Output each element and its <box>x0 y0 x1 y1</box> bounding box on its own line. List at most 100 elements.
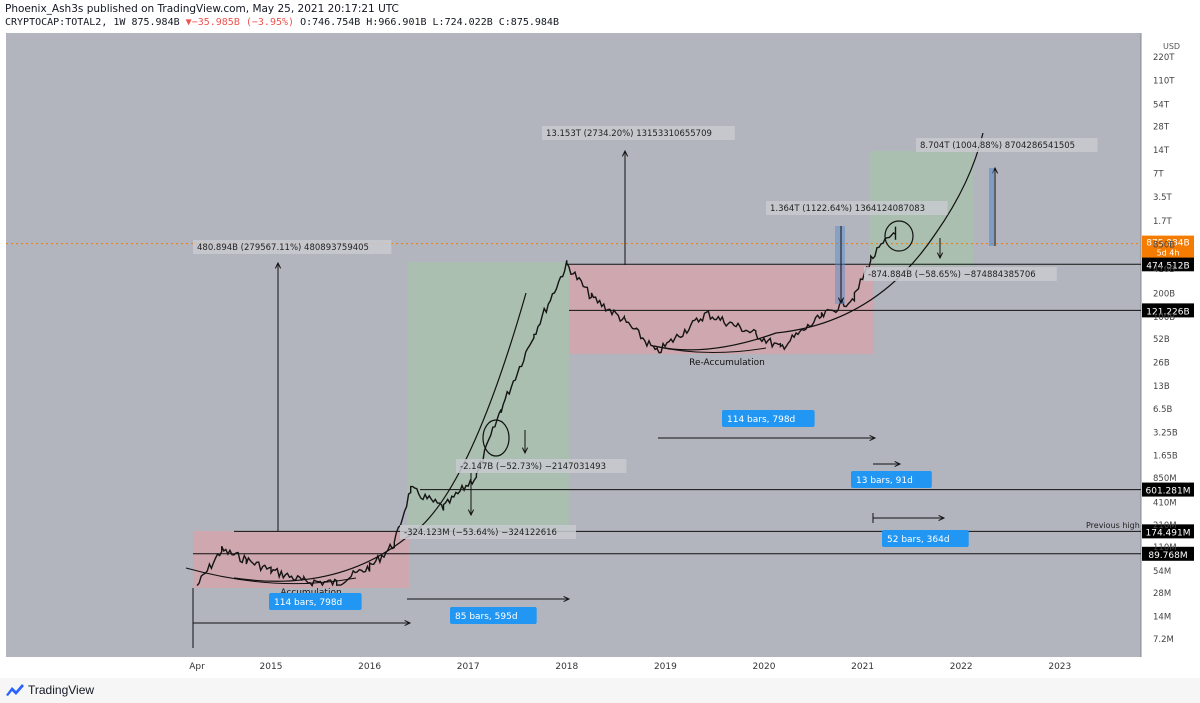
highlight-circle-2021 <box>884 220 914 252</box>
last-price-countdown: 5d 4h <box>1157 249 1180 258</box>
bar-count-tag <box>450 607 537 624</box>
level-174m-tag <box>1142 524 1194 539</box>
parabola-curve-2021 <box>653 132 984 351</box>
y-tick-label: 410B <box>1153 265 1175 275</box>
bar-count-label: 52 bars, 364d <box>887 535 950 545</box>
y-tick-label: 52B <box>1153 335 1170 345</box>
last-price-tag <box>1142 235 1194 258</box>
bar-count-label: 114 bars, 798d <box>727 415 795 425</box>
reaccumulation-arc <box>653 345 767 354</box>
x-tick-label: 2017 <box>457 662 480 672</box>
level-89m-label: 89.768M <box>1148 551 1187 561</box>
time-arrow-2-head <box>563 595 571 603</box>
annotation-480b-bg <box>193 240 392 254</box>
bar-count-label: 13 bars, 91d <box>856 476 913 486</box>
y-tick-label: 13B <box>1153 382 1170 392</box>
y-tick-label: 28T <box>1153 123 1170 133</box>
y-tick-label: 200B <box>1153 289 1175 299</box>
level-89m-tag <box>1142 546 1194 561</box>
x-tick-label: 2019 <box>654 662 677 672</box>
x-tick-label: 2015 <box>260 662 283 672</box>
bar-count-tag <box>851 471 932 488</box>
tradingview-logo[interactable]: TradingView <box>6 683 94 697</box>
annotation-drop-2017-bg <box>456 459 627 473</box>
level-474b-tag <box>1142 257 1194 272</box>
level-474b-label: 474.512B <box>1146 261 1189 271</box>
currency-label: USD <box>1163 42 1180 51</box>
y-tick-label: 14T <box>1153 146 1170 156</box>
y-tick-label: 7.2M <box>1153 635 1174 645</box>
y-tick-label: 14M <box>1153 613 1171 623</box>
previous-high-label: Previous high <box>1086 521 1140 530</box>
x-tick-label: 2023 <box>1048 662 1071 672</box>
highlight-circle-2017 <box>482 419 510 457</box>
measure-arrow-2014-head <box>274 261 282 269</box>
measure-bar-8704 <box>989 168 994 246</box>
time-arrow-5-head <box>938 514 946 522</box>
annotation-drop-2017: -2.147B (−52.73%) −2147031493 <box>460 462 606 472</box>
y-tick-label: 1.65B <box>1153 451 1178 461</box>
y-tick-label: 7T <box>1153 169 1164 179</box>
footer-bar <box>0 678 1200 703</box>
time-axis-background <box>6 657 1141 673</box>
y-tick-label: 210M <box>1153 521 1177 531</box>
reaccumulation-zone <box>569 265 874 354</box>
level-601m-tag <box>1142 482 1194 497</box>
x-tick-label: 2018 <box>555 662 578 672</box>
annotation-1364: 1.364T (1122.64%) 1364124087083 <box>770 204 925 214</box>
annotation-1364-bg <box>766 201 948 215</box>
y-tick-label: 100B <box>1153 313 1175 323</box>
symbol-label[interactable]: CRYPTOCAP:TOTAL2, 1W <box>5 17 126 28</box>
reaccumulation-label: Re-Accumulation <box>689 358 765 368</box>
brand-name: TradingView <box>28 683 95 697</box>
annotation-13t: 13.153T (2734.20%) 13153310655709 <box>546 129 712 139</box>
down-arrow-2021-head <box>936 252 944 260</box>
annotation-8t-bg <box>916 138 1098 152</box>
x-tick-label: 2016 <box>358 662 381 672</box>
level-174m-label: 174.491M <box>1146 528 1191 538</box>
y-tick-label: 850B <box>1153 241 1175 251</box>
annotation-480b: 480.894B (279567.11%) 480893759405 <box>197 243 369 253</box>
down-arrow-2017-head <box>521 447 529 455</box>
level-601m-label: 601.281M <box>1146 487 1191 497</box>
annotation-drop-2018-bg <box>864 267 1057 281</box>
price-value: 875.984B <box>131 17 180 28</box>
y-tick-label: 410M <box>1153 499 1177 509</box>
y-tick-label: 110M <box>1153 543 1177 553</box>
markup-zone-2017 <box>407 262 569 532</box>
down-arrow-2017b-head <box>467 509 475 517</box>
ohlc-values: O:746.754B H:966.901B L:724.022B C:875.9… <box>300 17 559 28</box>
y-tick-label: 1.7T <box>1153 217 1173 227</box>
price-chart[interactable]: 474.512B 121.226B 601.281M 174.491M 89.768M 8… <box>6 33 1195 673</box>
y-tick-label: 6.5B <box>1153 405 1173 415</box>
last-price-label: 875.984B <box>1146 239 1189 249</box>
x-tick-label: 2020 <box>753 662 776 672</box>
level-121b-label: 121.226B <box>1146 307 1189 317</box>
y-tick-label: 220T <box>1153 53 1175 63</box>
level-121b-tag <box>1142 303 1194 318</box>
bar-count-label: 114 bars, 798d <box>274 598 342 608</box>
x-tick-label: 2021 <box>851 662 874 672</box>
annotation-13t-bg <box>542 126 735 140</box>
price-axis-background <box>1141 33 1195 673</box>
annotation-drop-2016: -324.123M (−53.64%) −324122616 <box>404 528 557 538</box>
y-tick-label: 26B <box>1153 358 1170 368</box>
y-tick-label: 54T <box>1153 100 1170 110</box>
measure-bar-1364 <box>835 226 845 304</box>
y-tick-label: 3.5T <box>1153 193 1173 203</box>
y-tick-label: 3.25B <box>1153 429 1178 439</box>
annotation-drop-2018: -874.884B (−58.65%) −874884385706 <box>868 270 1036 280</box>
publisher-line: Phoenix_Ash3s published on TradingView.c… <box>5 3 399 15</box>
time-arrow-4-head <box>894 460 902 468</box>
x-tick-label: Apr <box>189 662 205 672</box>
price-series <box>196 226 897 588</box>
measure-arrow-1364-head <box>837 297 845 305</box>
change-down-icon: ▼ <box>185 17 192 28</box>
y-tick-label: 850M <box>1153 474 1177 484</box>
time-arrow-3-head <box>869 434 877 442</box>
time-arrow-1-head <box>404 619 412 627</box>
y-tick-label: 54M <box>1153 567 1171 577</box>
price-change: −35.985B (−3.95%) <box>191 17 295 28</box>
bar-count-tag <box>722 410 815 427</box>
accumulation-arc <box>185 567 357 585</box>
